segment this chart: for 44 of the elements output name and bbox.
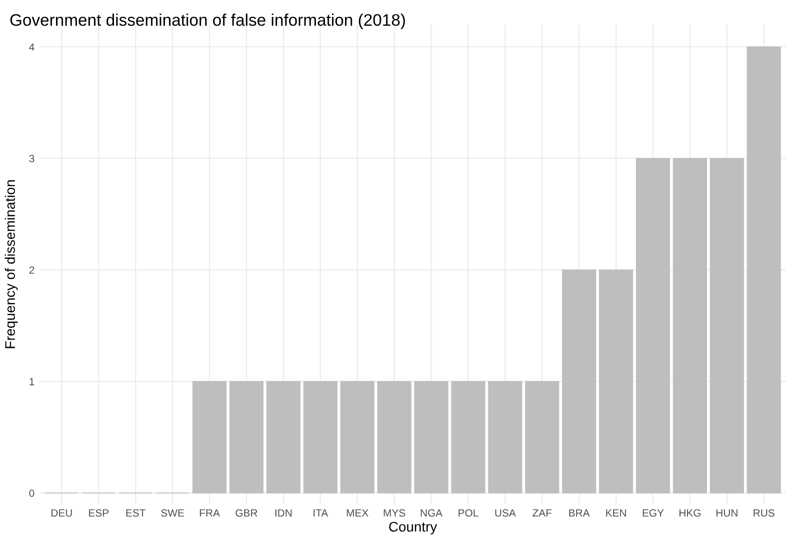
x-tick-label: BRA xyxy=(569,509,590,517)
bar xyxy=(636,158,670,494)
bar xyxy=(488,381,522,494)
x-tick-label: NGA xyxy=(420,509,443,517)
x-tick-label: MEX xyxy=(346,509,368,517)
x-tick-label: FRA xyxy=(200,509,220,517)
bar xyxy=(746,46,781,494)
bar xyxy=(377,381,412,494)
bar xyxy=(340,381,374,494)
x-tick-label: ZAF xyxy=(532,509,552,517)
bar xyxy=(266,381,300,494)
bar xyxy=(414,381,448,494)
y-tick-label: 1 xyxy=(30,378,34,386)
x-tick-label: GBR xyxy=(236,509,258,517)
bar xyxy=(562,269,596,494)
x-tick-label: EGY xyxy=(642,509,664,517)
bar xyxy=(192,381,227,494)
x-tick-label: USA xyxy=(495,509,516,517)
y-tick-label: 0 xyxy=(29,489,34,497)
x-tick-label: EST xyxy=(126,509,146,517)
x-tick-label: ESP xyxy=(89,509,109,517)
y-tick-label: 4 xyxy=(29,43,34,51)
x-tick-label: IDN xyxy=(275,509,292,517)
x-tick-label: POL xyxy=(458,509,478,517)
bar xyxy=(303,381,338,494)
x-axis-title: Country xyxy=(389,522,438,534)
y-axis-title: Frequency of dissemination xyxy=(4,180,18,348)
x-tick-label: KEN xyxy=(606,509,626,517)
bar xyxy=(598,269,634,494)
bar xyxy=(229,381,264,494)
y-tick-label: 2 xyxy=(29,266,34,274)
bar xyxy=(525,381,560,494)
x-tick-label: DEU xyxy=(52,509,72,517)
bar xyxy=(451,381,486,494)
x-tick-label: ITA xyxy=(314,509,328,517)
x-tick-label: HUN xyxy=(716,509,738,517)
x-tick-label: HKG xyxy=(680,509,700,517)
bar xyxy=(710,158,744,494)
x-tick-label: MYS xyxy=(384,509,406,517)
y-tick-label: 3 xyxy=(29,154,34,162)
chart-title: Government dissemination of false information (2018) xyxy=(10,14,405,30)
x-tick-label: RUS xyxy=(754,509,774,517)
bar xyxy=(672,158,708,494)
x-tick-label: SWE xyxy=(161,509,184,517)
